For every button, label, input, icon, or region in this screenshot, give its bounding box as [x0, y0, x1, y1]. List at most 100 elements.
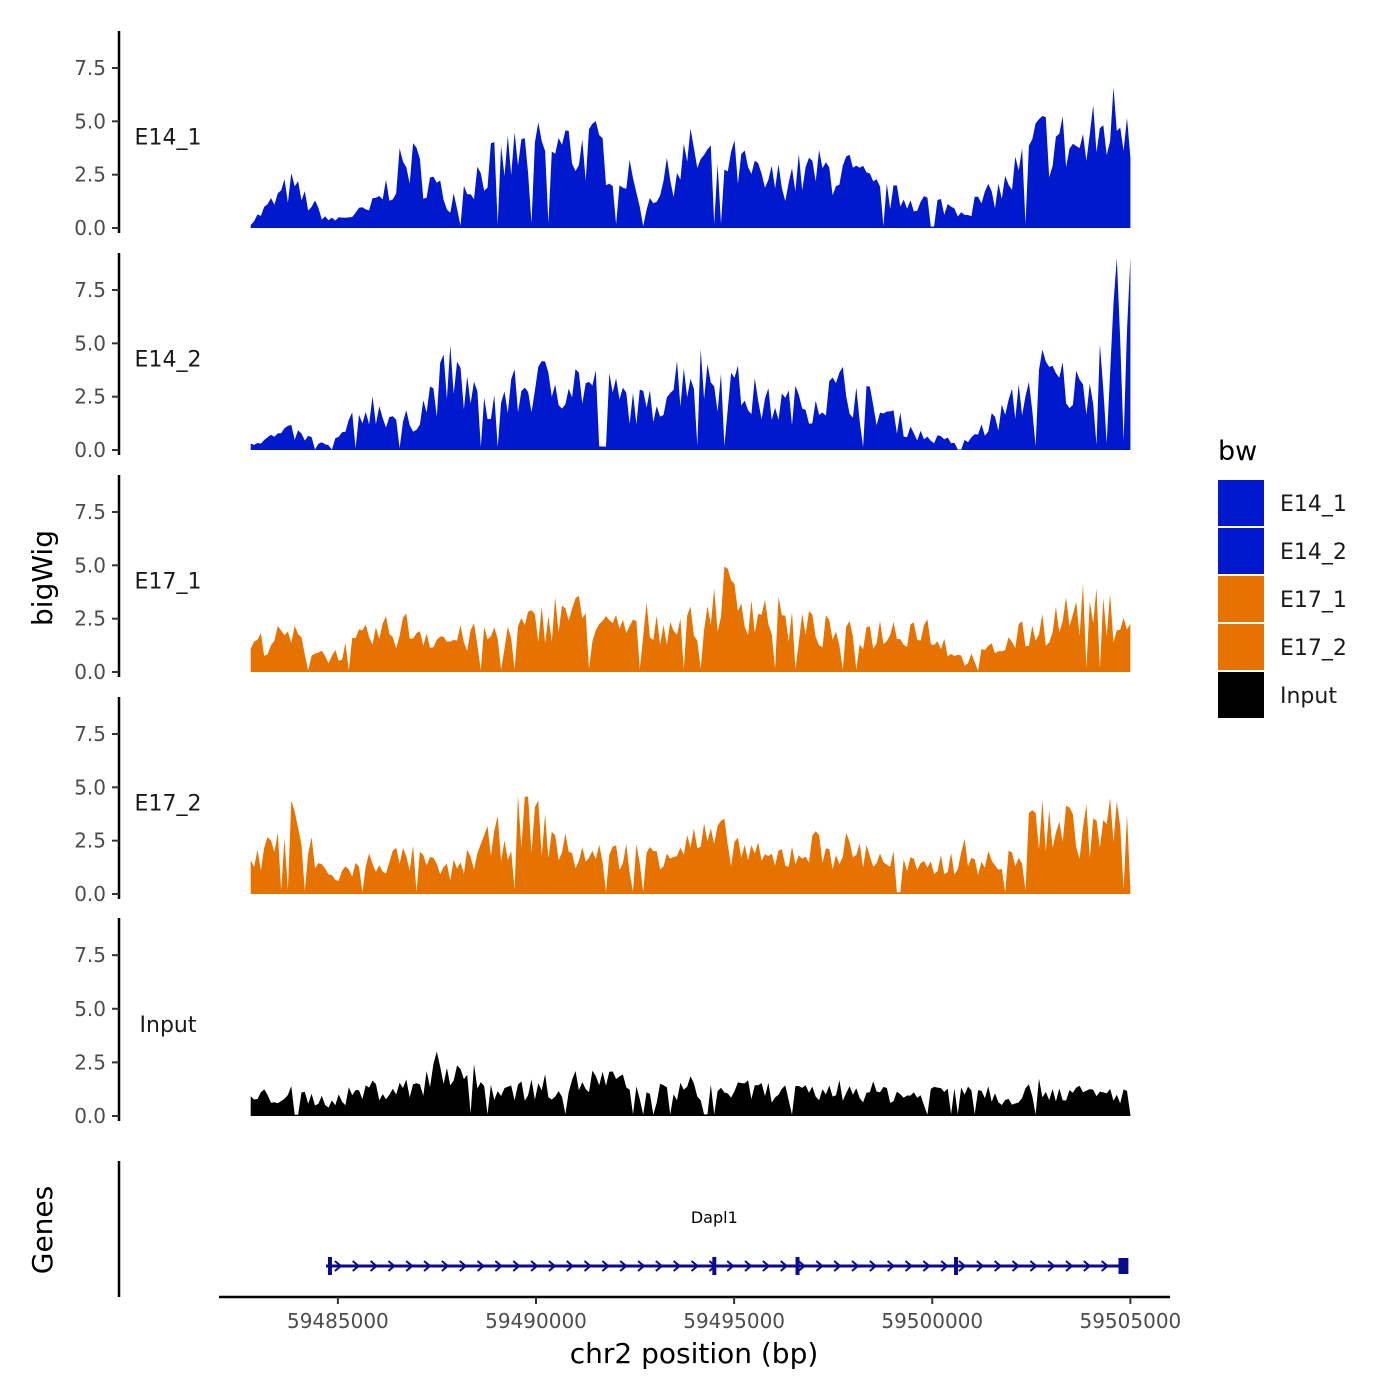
strand-arrow: [369, 1260, 379, 1272]
legend-swatch-E14_2: [1218, 528, 1264, 574]
legend-label-E17_2: E17_2: [1280, 636, 1347, 661]
strand-arrow: [904, 1260, 914, 1272]
strand-arrow: [797, 1260, 807, 1272]
strand-arrow: [441, 1260, 450, 1272]
strand-arrow: [352, 1260, 361, 1272]
track-E17_1: 0.0 2.5 5.0 7.5 E17_1: [74, 475, 1131, 684]
strand-arrow: [673, 1260, 682, 1272]
x-tick-label: 59500000: [881, 1309, 983, 1333]
exon: [954, 1257, 959, 1275]
strand-arrow: [726, 1260, 735, 1272]
y-tick-label: 7.5: [74, 500, 106, 524]
exon: [795, 1257, 800, 1275]
strand-arrow: [690, 1260, 700, 1272]
legend-swatch-E14_1: [1218, 480, 1264, 526]
y-tick-label: 5.0: [74, 331, 106, 355]
strand-arrow: [619, 1260, 628, 1272]
track-label: E14_2: [135, 347, 202, 372]
legend-label-E14_2: E14_2: [1280, 540, 1347, 565]
strand-arrow: [922, 1260, 931, 1272]
track-Input: 0.0 2.5 5.0 7.5 Input: [74, 918, 1131, 1128]
y-tick-label: 7.5: [74, 56, 106, 80]
strand-arrow: [583, 1260, 593, 1272]
strand-arrow: [637, 1260, 646, 1272]
strand-arrow: [887, 1260, 896, 1272]
y-tick-label: 2.5: [74, 163, 106, 187]
strand-arrow: [459, 1260, 468, 1272]
strand-arrow: [1065, 1260, 1074, 1272]
y-tick-label: 2.5: [74, 607, 106, 631]
y-tick-label: 2.5: [74, 385, 106, 409]
strand-arrow: [548, 1260, 557, 1272]
signal-area-Input: [250, 1051, 1131, 1116]
y-tick-label: 5.0: [74, 997, 106, 1021]
legend-label-E14_1: E14_1: [1280, 492, 1347, 517]
strand-arrow: [744, 1260, 753, 1272]
track-label: E17_1: [135, 569, 202, 594]
genes-axis-title: Genes: [26, 1186, 59, 1274]
x-axis: 59485000 59490000 59495000 59500000 59505000: [219, 1295, 1181, 1333]
strand-arrow: [976, 1260, 985, 1272]
signal-area-E14_1: [250, 87, 1131, 228]
strand-arrow: [833, 1260, 842, 1272]
x-tick-label: 59505000: [1079, 1309, 1181, 1333]
y-tick-label: 7.5: [74, 722, 106, 746]
x-tick-label: 59490000: [485, 1309, 587, 1333]
y-tick-label: 2.5: [74, 1050, 106, 1074]
exon: [327, 1257, 332, 1275]
x-tick-label: 59485000: [287, 1309, 389, 1333]
strand-arrow: [993, 1260, 1003, 1272]
track-E14_1: 0.0 2.5 5.0 7.5 E14_1: [74, 31, 1131, 240]
strand-arrow: [1029, 1260, 1038, 1272]
y-axis-title: bigWig: [26, 530, 59, 626]
track-E17_2: 0.0 2.5 5.0 7.5 E17_2: [74, 697, 1131, 906]
y-tick-label: 2.5: [74, 829, 106, 853]
strand-arrow: [940, 1260, 949, 1272]
y-tick-label: 7.5: [74, 278, 106, 302]
track-E14_2: 0.0 2.5 5.0 7.5 E14_2: [74, 253, 1131, 462]
strand-arrow: [1100, 1260, 1110, 1272]
strand-arrow: [958, 1260, 967, 1272]
strand-arrow: [566, 1260, 575, 1272]
strand-arrow: [869, 1260, 878, 1272]
legend-label-Input: Input: [1280, 684, 1337, 709]
terminal-exon: [1118, 1258, 1129, 1274]
strand-arrow: [655, 1260, 664, 1272]
strand-arrow: [476, 1260, 486, 1272]
legend-swatch-E17_1: [1218, 576, 1264, 622]
strand-arrow: [387, 1260, 396, 1272]
strand-arrow: [423, 1260, 432, 1272]
legend: bw E14_1 E14_2 E17_1 E17_2 Input: [1218, 436, 1347, 718]
legend-title: bw: [1218, 436, 1257, 467]
strand-arrow: [1047, 1260, 1056, 1272]
x-tick-label: 59495000: [683, 1309, 785, 1333]
y-tick-label: 5.0: [74, 553, 106, 577]
y-tick-label: 5.0: [74, 775, 106, 799]
signal-area-E14_2: [250, 258, 1131, 450]
legend-swatch-Input: [1218, 672, 1264, 718]
y-tick-label: 0.0: [74, 882, 106, 906]
strand-arrow: [851, 1260, 860, 1272]
strand-arrow: [780, 1260, 789, 1272]
signal-tracks: 0.0 2.5 5.0 7.5 E14_1 0.0 2.5 5.0 7.5 E14_2 0.0 2.5…: [74, 31, 1131, 1128]
signal-area-E17_1: [250, 566, 1131, 672]
strand-arrow: [405, 1260, 414, 1272]
y-tick-label: 0.0: [74, 438, 106, 462]
signal-area-E17_2: [250, 795, 1131, 894]
strand-arrow: [601, 1260, 610, 1272]
gene-name-label: Dapl1: [691, 1208, 738, 1227]
y-tick-label: 0.0: [74, 660, 106, 684]
y-tick-label: 7.5: [74, 943, 106, 967]
y-tick-label: 0.0: [74, 216, 106, 240]
strand-arrow: [334, 1260, 343, 1272]
strand-arrow: [1011, 1260, 1021, 1272]
legend-label-E17_1: E17_1: [1280, 588, 1347, 613]
strand-arrow: [1083, 1260, 1092, 1272]
exon: [712, 1257, 717, 1275]
legend-swatch-E17_2: [1218, 624, 1264, 670]
strand-arrow: [815, 1260, 824, 1272]
y-tick-label: 0.0: [74, 1104, 106, 1128]
y-tick-label: 5.0: [74, 109, 106, 133]
strand-arrow: [494, 1260, 503, 1272]
